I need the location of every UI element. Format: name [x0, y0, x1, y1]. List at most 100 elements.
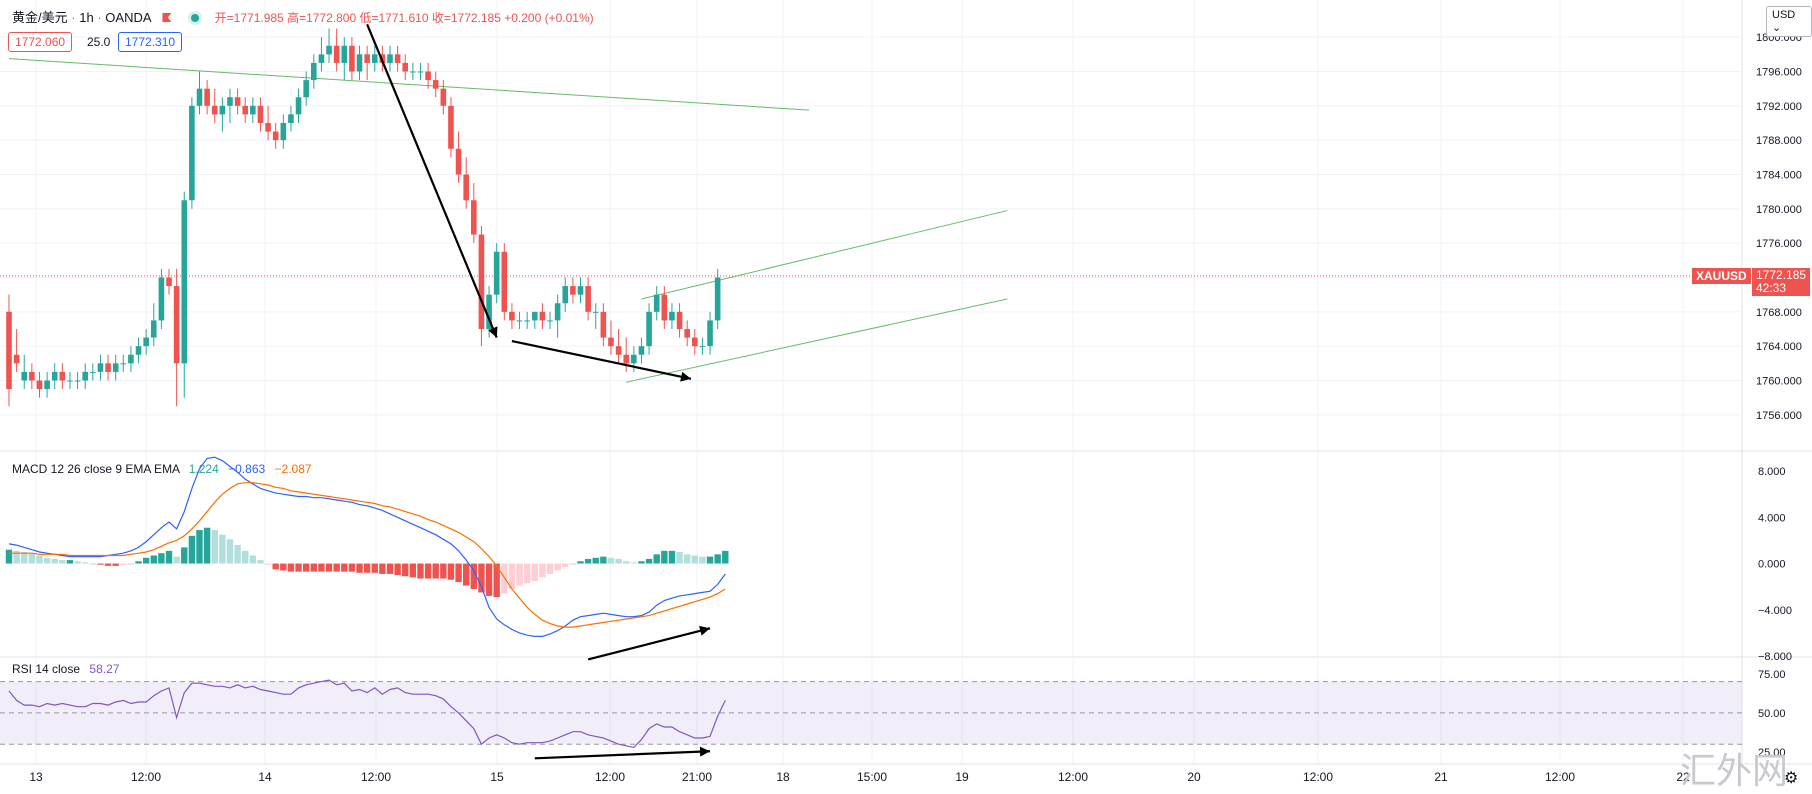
candle: [440, 80, 447, 115]
candle-body: [265, 123, 271, 132]
flag-icon[interactable]: [162, 13, 172, 22]
macd-histogram-bar: [379, 563, 386, 574]
candle: [356, 45, 363, 81]
sell-price-button[interactable]: 1772.060: [8, 32, 73, 52]
candle: [402, 54, 409, 81]
candle-body: [82, 371, 88, 381]
annotation-arrow: [534, 746, 711, 760]
candle: [166, 268, 172, 295]
candle: [112, 354, 119, 381]
annotation-arrows[interactable]: [366, 23, 711, 760]
candle: [150, 303, 157, 347]
candle: [554, 294, 561, 338]
macd-line: [8, 456, 726, 637]
last-price-tag: 1772.185 42:33: [1752, 267, 1810, 296]
candle-body: [90, 371, 96, 373]
macd-histogram-bar: [356, 563, 363, 573]
macd-histogram-bar: [249, 555, 257, 564]
candle: [74, 371, 81, 390]
candle-body: [295, 97, 302, 115]
macd-histogram-bar: [645, 558, 653, 564]
price-tick-label: 1792.000: [1756, 101, 1802, 113]
candle-body: [356, 54, 363, 72]
candle: [425, 62, 431, 89]
candle: [295, 88, 302, 123]
macd-histogram-bar: [196, 530, 203, 564]
candle: [181, 191, 188, 398]
candle-body: [21, 371, 28, 381]
macd-histogram-bar: [242, 550, 249, 564]
candle-body: [410, 71, 416, 73]
candle-body: [227, 97, 233, 106]
price-tick-label: 1796.000: [1756, 67, 1802, 79]
candle-body: [463, 174, 469, 201]
macd-histogram-bar: [59, 560, 66, 564]
candle-body: [669, 311, 675, 321]
candle: [173, 268, 180, 407]
candle-body: [608, 337, 614, 347]
candle-body: [661, 294, 668, 321]
macd-histogram-bar: [424, 563, 432, 579]
macd-histogram-bar: [668, 550, 676, 564]
macd-histogram-bar: [386, 563, 394, 574]
arrow-head: [680, 371, 691, 382]
candle: [265, 105, 271, 141]
macd-histogram-bar: [409, 563, 417, 578]
candle-body: [432, 80, 439, 89]
candle: [585, 277, 591, 321]
macd-histogram-bar: [5, 549, 13, 564]
gear-icon[interactable]: ⚙: [1784, 770, 1799, 787]
macd-histogram-bar: [112, 563, 119, 566]
arrow-shaft: [366, 23, 498, 339]
candle-body: [478, 234, 485, 329]
broker-name: OANDA: [105, 10, 151, 25]
macd-histogram-bar: [691, 555, 698, 564]
trendline: [8, 58, 810, 111]
candle: [67, 371, 73, 390]
candle: [6, 294, 12, 407]
macd-histogram-bar: [310, 563, 317, 572]
candle: [531, 311, 538, 329]
symbol-price-tag: XAUUSD: [1692, 267, 1751, 284]
candle-body: [326, 45, 332, 55]
candle-body: [394, 54, 401, 63]
macd-tick-label: 0.000: [1758, 559, 1786, 571]
macd-histogram-bar: [592, 557, 599, 564]
interval[interactable]: 1h: [79, 10, 94, 25]
trendlines[interactable]: [8, 58, 1008, 383]
rsi-line: [8, 679, 726, 749]
macd-histogram-bar: [630, 562, 638, 564]
macd-histogram-bar: [257, 560, 264, 564]
candle: [570, 277, 576, 304]
candle: [417, 62, 424, 81]
candle-body: [333, 45, 340, 63]
candle: [486, 286, 492, 338]
macd-histogram-bar: [523, 563, 531, 584]
macd-histogram-bar: [302, 563, 310, 572]
candle: [341, 37, 348, 81]
currency-button[interactable]: USD ⌄: [1766, 6, 1812, 37]
macd-histogram-bar: [501, 563, 508, 594]
x-tick-label: 13: [29, 770, 43, 784]
candle: [684, 320, 690, 347]
candle: [448, 97, 454, 158]
macd-histogram-bar: [463, 563, 470, 586]
macd-histogram-bar: [714, 554, 721, 564]
candle-body: [631, 354, 637, 364]
macd-histogram-bar: [615, 558, 622, 564]
macd-histogram-bar: [226, 539, 234, 564]
price-tick-label: 1788.000: [1756, 135, 1802, 147]
symbol-name[interactable]: 黄金/美元: [12, 10, 68, 25]
candle-body: [120, 363, 127, 365]
candle: [600, 303, 607, 347]
candle: [562, 277, 569, 312]
buy-price-button[interactable]: 1772.310: [118, 32, 183, 52]
macd-signal-line: [9, 482, 726, 628]
macd-histogram-bar: [272, 563, 279, 570]
candle-body: [204, 88, 210, 106]
candle-body: [97, 363, 104, 372]
candle: [516, 311, 523, 329]
candle: [97, 354, 104, 381]
annotation-arrow: [366, 23, 498, 339]
